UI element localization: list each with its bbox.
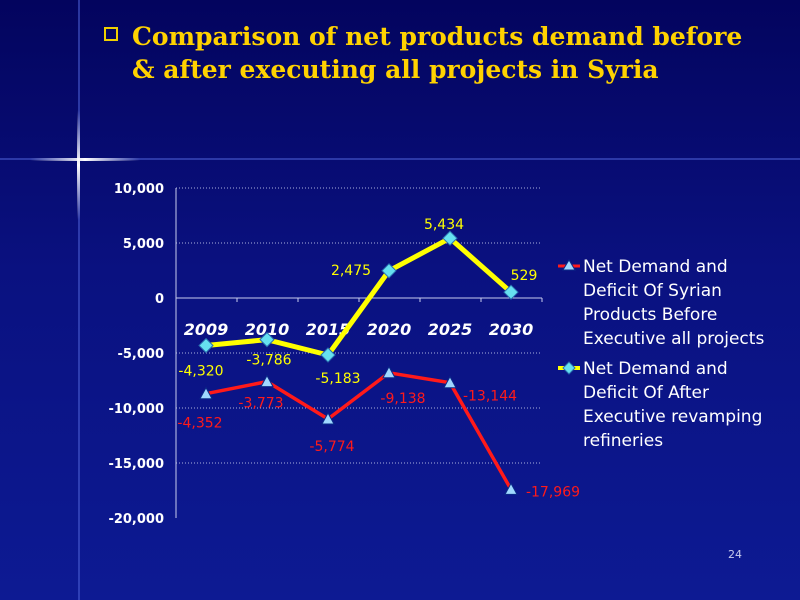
x-tick-label: 2009 [184,320,229,339]
x-tick-labels: 2009 2010 2015 2020 2025 2030 [184,320,534,339]
legend: Net Demand and Deficit Of Syrian Products … [558,257,764,451]
legend-entry-0: Net Demand and Deficit Of Syrian Products … [558,257,764,349]
data-label: 5,434 [424,217,464,233]
data-point-diamond [381,263,397,279]
series-line [205,235,513,358]
y-tick-label: 0 [155,292,164,307]
y-tick-label: -10,000 [108,402,164,417]
x-tick-label: 2020 [367,320,412,339]
sparkle-horizontal [30,158,140,161]
data-point-triangle [382,365,396,379]
data-point-diamond [198,337,214,354]
data-label: 2,475 [331,263,371,279]
sparkle-vertical [77,110,80,220]
decorative-horizontal-line [0,158,800,160]
data-point-diamond [442,230,458,246]
data-label: -5,183 [315,371,360,387]
legend-marker-triangle [562,259,576,271]
series-0: -4,352 -3,773 -5,774 -9,138 -13,144 -17,969 [177,365,580,500]
legend-entry-1: Net Demand and Deficit Of After Executive … [558,359,762,451]
y-tick-label: -15,000 [108,457,164,472]
data-point-triangle [260,374,274,388]
data-label: -4,352 [177,416,222,432]
gridlines [176,187,542,464]
legend-marker-diamond [562,361,576,375]
data-label: -13,144 [463,389,517,405]
data-label: -17,969 [526,484,580,500]
y-tick-label: -20,000 [108,512,164,527]
series-1: -4,320 -3,786 -5,183 2,475 5,434 529 [178,217,537,387]
x-tick-label: 2030 [489,320,534,339]
x-tick-label: 2015 [306,320,351,339]
data-point-triangle [443,375,457,389]
data-label: -9,138 [380,391,425,407]
data-label: 529 [511,268,538,284]
x-tick-label: 2025 [428,320,473,339]
title-area: Comparison of net products demand before… [104,20,754,86]
data-point-diamond [320,347,336,363]
data-point-triangle [199,386,213,400]
data-label: -3,773 [238,396,283,412]
series-line [205,371,513,491]
y-tick-label: 5,000 [123,237,164,252]
y-tick-labels: 10,000 5,000 0 -5,000 -10,000 -15,000 -20,000 [108,182,164,527]
decorative-vertical-line [78,0,80,600]
y-tick-label: 10,000 [114,182,164,197]
series-group: -4,352-3,773-5,774-9,138 -13,144-17,969-4… [177,217,580,500]
checkbox-bullet-icon [104,27,118,41]
data-point-diamond [259,331,275,348]
legend-label: Net Demand and Deficit Of Syrian Products … [583,257,764,349]
slide-title: Comparison of net products demand before… [132,22,743,84]
y-tick-label: -5,000 [117,347,164,362]
data-label: -3,786 [246,353,291,369]
legend-label: Net Demand and Deficit Of After Executive … [583,359,762,451]
line-chart: 10,0005,0000-5,000-10,000-15,000-20,000 … [108,182,764,527]
data-point-diamond [503,284,519,300]
data-point-triangle [504,482,518,495]
data-label: -4,320 [178,364,223,380]
x-tick-label: 2010 [245,320,290,339]
page-number: 24 [728,548,742,561]
axes [175,188,543,518]
data-point-triangle [321,411,335,425]
data-label: -5,774 [309,439,354,455]
